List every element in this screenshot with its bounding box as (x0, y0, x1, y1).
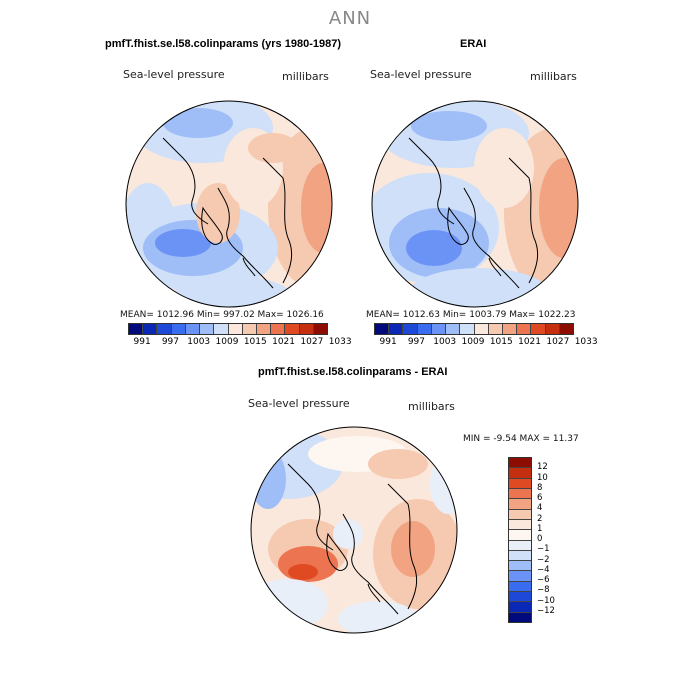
colorbar-swatch (531, 324, 546, 334)
colorbar-label: 997 (407, 337, 426, 347)
panel1-colorbar-labels: 991 997 1003 1009 1015 1021 1027 1033 (128, 337, 352, 349)
colorbar-swatch (488, 324, 503, 334)
colorbar-swatch (214, 324, 229, 334)
colorbar-swatch (502, 324, 518, 334)
colorbar-label: 1027 (546, 337, 570, 347)
panel1-units-label: millibars (282, 70, 329, 83)
colorbar-swatch (559, 324, 574, 334)
colorbar-label: 1033 (574, 337, 598, 347)
panel1-map (125, 100, 333, 308)
colorbar-label: 1009 (215, 337, 239, 347)
colorbar-swatch (509, 561, 531, 572)
colorbar-swatch (460, 324, 475, 334)
colorbar-label: 10 (537, 472, 548, 483)
colorbar-swatch (509, 478, 531, 489)
colorbar-swatch (509, 612, 531, 622)
colorbar-label: 1021 (518, 337, 542, 347)
panel2-map (371, 100, 579, 308)
colorbar-label: −8 (537, 585, 550, 596)
colorbar-label: 1009 (461, 337, 485, 347)
colorbar-label: −12 (537, 605, 555, 616)
colorbar-label: 2 (537, 513, 543, 524)
colorbar-label: 1015 (243, 337, 267, 347)
panel3-units-label: millibars (408, 400, 455, 413)
panel1-title: pmfT.fhist.se.l58.colinparams (yrs 1980-… (105, 38, 341, 50)
colorbar-swatch (509, 581, 531, 593)
colorbar-swatch (509, 602, 531, 613)
panel3-stats: MIN = -9.54 MAX = 11.37 (463, 434, 579, 444)
colorbar-swatch (129, 324, 144, 334)
colorbar-label: −2 (537, 554, 550, 565)
colorbar-swatch (509, 509, 531, 520)
colorbar-swatch (509, 571, 531, 582)
colorbar-swatch (375, 324, 390, 334)
panel3-title: pmfT.fhist.se.l58.colinparams - ERAI (258, 366, 448, 378)
colorbar-swatch (228, 324, 243, 334)
colorbar-swatch (389, 324, 404, 334)
panel1-stats: MEAN= 1012.96 Min= 997.02 Max= 1026.16 (120, 310, 324, 320)
colorbar-swatch (545, 324, 560, 334)
panel2-title: ERAI (460, 38, 487, 50)
panel3-variable-label: Sea-level pressure (248, 397, 350, 410)
panel1-colorbar (128, 323, 328, 335)
colorbar-swatch (509, 458, 531, 469)
colorbar-swatch (509, 592, 531, 603)
colorbar-swatch (403, 324, 418, 334)
colorbar-swatch (285, 324, 300, 334)
panel3-colorbar (508, 457, 532, 623)
colorbar-swatch (157, 324, 172, 334)
panel2-variable-label: Sea-level pressure (370, 68, 472, 81)
colorbar-swatch (271, 324, 286, 334)
colorbar-swatch (313, 324, 328, 334)
colorbar-label: −4 (537, 564, 550, 575)
colorbar-label: 4 (537, 503, 543, 514)
colorbar-swatch (446, 324, 461, 334)
colorbar-swatch (509, 550, 531, 562)
colorbar-swatch (509, 488, 531, 500)
colorbar-label: 8 (537, 482, 543, 493)
panel2-stats: MEAN= 1012.63 Min= 1003.79 Max= 1022.23 (366, 310, 576, 320)
colorbar-label: 991 (379, 337, 397, 347)
colorbar-label: 991 (133, 337, 151, 347)
panel3-colorbar-labels: 12 10 8 6 4 2 1 0 −1 −2 −4 −6 −8 −10 −12 (537, 457, 567, 621)
panel3-map (250, 426, 458, 634)
colorbar-swatch (417, 324, 432, 334)
colorbar-swatch (509, 540, 531, 551)
colorbar-label: 1003 (187, 337, 211, 347)
colorbar-swatch (185, 324, 201, 334)
colorbar-swatch (171, 324, 186, 334)
colorbar-label: 1003 (433, 337, 457, 347)
colorbar-swatch (509, 530, 531, 541)
colorbar-label: 12 (537, 462, 548, 473)
panel2-units-label: millibars (530, 70, 577, 83)
colorbar-swatch (143, 324, 158, 334)
colorbar-label: −6 (537, 575, 550, 585)
colorbar-swatch (509, 519, 531, 531)
colorbar-swatch (517, 324, 532, 334)
colorbar-swatch (242, 324, 257, 334)
colorbar-swatch (474, 324, 489, 334)
figure-title: ANN (328, 8, 372, 29)
colorbar-swatch (299, 324, 314, 334)
colorbar-label: 1015 (489, 337, 513, 347)
panel2-colorbar (374, 323, 574, 335)
colorbar-swatch (509, 499, 531, 510)
colorbar-label: −10 (537, 595, 555, 606)
colorbar-label: 1021 (272, 337, 296, 347)
colorbar-label: 1027 (300, 337, 324, 347)
colorbar-label: −1 (537, 544, 550, 555)
colorbar-label: 1033 (328, 337, 352, 347)
colorbar-label: 997 (161, 337, 180, 347)
colorbar-swatch (431, 324, 447, 334)
colorbar-swatch (256, 324, 272, 334)
colorbar-label: 1 (537, 523, 543, 534)
colorbar-swatch (509, 468, 531, 479)
panel2-colorbar-labels: 991 997 1003 1009 1015 1021 1027 1033 (374, 337, 598, 349)
colorbar-label: 0 (537, 534, 543, 544)
colorbar-swatch (200, 324, 215, 334)
colorbar-label: 6 (537, 493, 543, 503)
panel1-variable-label: Sea-level pressure (123, 68, 225, 81)
